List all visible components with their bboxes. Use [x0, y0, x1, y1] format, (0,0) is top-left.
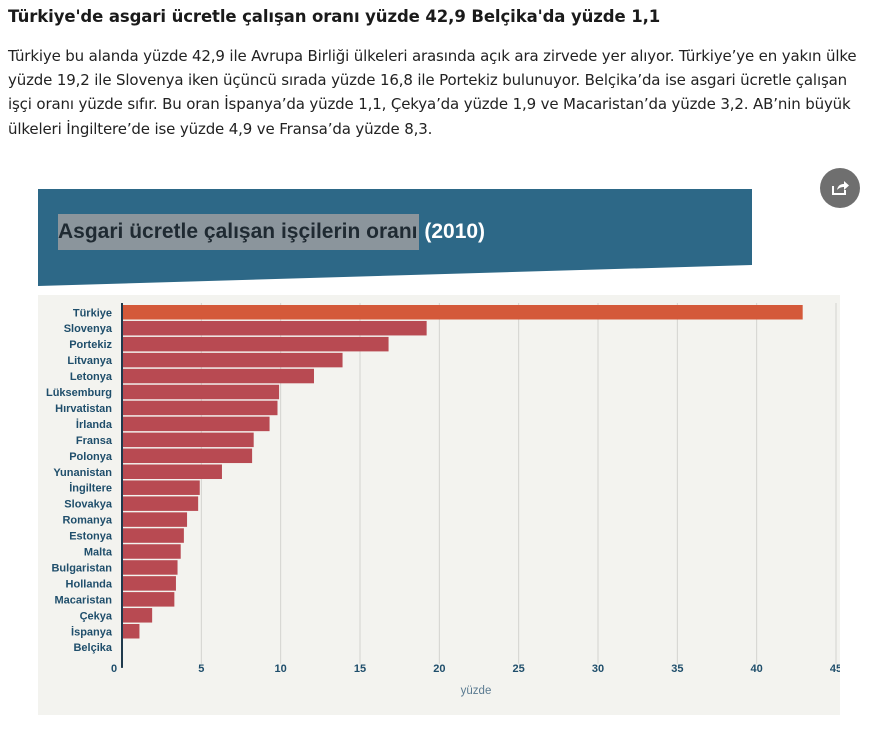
x-tick-label: 30: [592, 663, 604, 675]
bar: [122, 464, 222, 479]
category-label: Macaristan: [55, 594, 113, 606]
category-label: Slovenya: [64, 323, 113, 335]
category-label: Romanya: [62, 515, 112, 527]
x-axis-title: yüzde: [461, 685, 492, 697]
bar: [122, 544, 181, 559]
x-tick-label: 40: [751, 663, 763, 675]
category-label: İrlanda: [76, 418, 113, 431]
category-label: Portekiz: [69, 339, 112, 351]
category-label: İspanya: [71, 625, 113, 638]
category-label: Hollanda: [66, 578, 113, 590]
chart-title-main: Asgari ücretle çalışan işçilerin oranı: [58, 214, 419, 250]
bar: [122, 576, 176, 591]
bar: [122, 608, 153, 623]
bar: [122, 336, 389, 352]
chart-title-year: (2010): [424, 220, 486, 243]
bar: [122, 560, 178, 575]
bar: [122, 305, 803, 320]
article-lead: Türkiye bu alanda yüzde 42,9 ile Avrupa …: [8, 47, 857, 138]
bar: [122, 384, 280, 400]
bar: [122, 480, 200, 495]
chart-title: Asgari ücretle çalışan işçilerin oranı (…: [58, 214, 486, 250]
x-tick-label: 20: [433, 663, 445, 675]
bar: [122, 496, 199, 511]
category-label: Bulgaristan: [51, 562, 112, 574]
category-label: Litvanya: [67, 355, 113, 367]
chart-header: Asgari ücretle çalışan işçilerin oranı (…: [38, 189, 752, 286]
bar: [122, 352, 343, 368]
x-tick-label: 5: [198, 663, 204, 675]
bar: [122, 528, 184, 543]
bar: [122, 512, 188, 527]
share-button[interactable]: [820, 168, 860, 208]
category-label: Fransa: [76, 435, 113, 447]
category-label: Malta: [84, 547, 113, 559]
share-icon: [832, 181, 849, 195]
category-label: İngiltere: [69, 482, 112, 495]
category-label: Letonya: [70, 371, 113, 383]
category-label: Lüksemburg: [46, 387, 112, 399]
category-label: Çekya: [80, 610, 113, 622]
category-label: Estonya: [69, 531, 113, 543]
bar: [122, 320, 427, 336]
category-label: Polonya: [69, 451, 113, 463]
category-label: Yunanistan: [53, 467, 112, 479]
x-tick-label: 25: [513, 663, 525, 675]
bar: [122, 400, 278, 416]
x-tick-label: 35: [671, 663, 683, 675]
bar: [122, 368, 314, 384]
bar: [122, 416, 270, 432]
bar-chart: Türkiye Slovenya Portekiz Litvanya Letonya Lü…: [46, 303, 840, 697]
category-label: Belçika: [73, 642, 112, 654]
bar: [122, 592, 175, 607]
x-tick-label: 0: [111, 663, 117, 675]
bar: [122, 624, 140, 639]
category-label: Slovakya: [64, 499, 113, 511]
x-tick-label: 45: [830, 663, 840, 675]
chart-plot-area: Türkiye Slovenya Portekiz Litvanya Letonya Lü…: [38, 295, 840, 715]
bar: [122, 448, 253, 464]
x-tick-label: 15: [354, 663, 366, 675]
category-label: Türkiye: [73, 307, 112, 319]
x-tick-label: 10: [275, 663, 287, 675]
bar: [122, 432, 254, 448]
article-headline: Türkiye'de asgari ücretle çalışan oranı …: [8, 7, 661, 26]
category-label: Hırvatistan: [55, 403, 112, 415]
